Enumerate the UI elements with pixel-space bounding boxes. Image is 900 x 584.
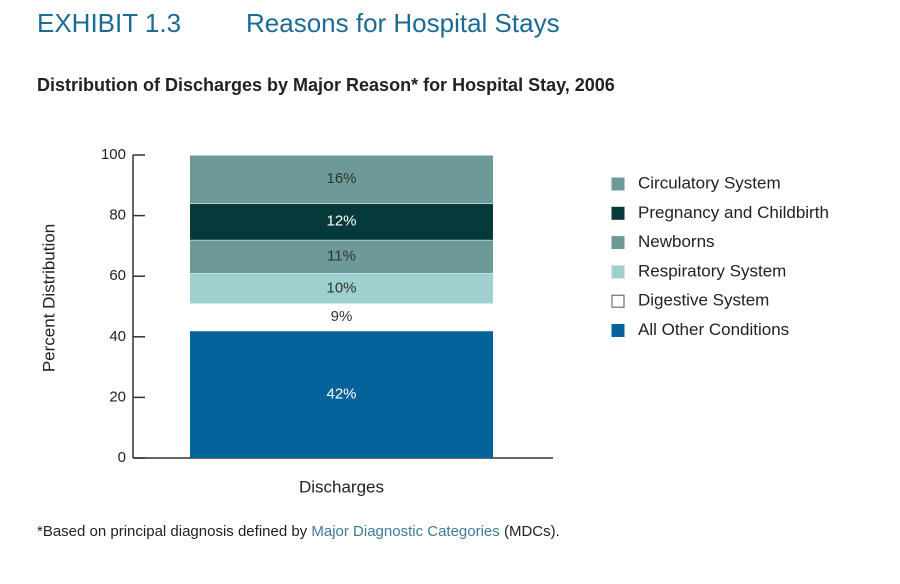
y-tick-label: 40 — [109, 328, 126, 345]
footnote-text: (MDCs). — [500, 523, 560, 540]
bar-segment — [190, 155, 493, 204]
legend-label: Circulatory System — [638, 173, 781, 192]
bar-segment — [190, 239, 493, 274]
legend-swatch — [611, 324, 625, 337]
legend-label: Newborns — [638, 232, 715, 251]
legend-label: Respiratory System — [638, 261, 786, 280]
y-tick-label: 60 — [109, 267, 126, 284]
legend-swatch — [611, 294, 625, 308]
value-label: 9% — [331, 308, 353, 325]
footnote-link[interactable]: Major Diagnostic Categories — [311, 523, 499, 540]
legend-label: Pregnancy and Childbirth — [638, 203, 829, 222]
bar-segment — [190, 330, 493, 458]
x-tick-label: Discharges — [299, 477, 384, 496]
legend-swatch — [611, 177, 625, 191]
exhibit-number: EXHIBIT 1.3 — [37, 8, 181, 38]
y-tick-label: 0 — [118, 449, 126, 466]
legend-label: All Other Conditions — [638, 320, 789, 339]
legend-swatch — [611, 265, 625, 279]
bar-segment — [190, 303, 493, 331]
value-label: 12% — [326, 213, 356, 230]
value-label: 42% — [326, 385, 356, 402]
legend-label: Digestive System — [638, 291, 769, 310]
chart-title: Reasons for Hospital Stays — [246, 8, 560, 38]
y-tick-label: 80 — [109, 207, 126, 224]
y-tick-label: 20 — [109, 388, 126, 405]
footnote-text: *Based on principal diagnosis defined by — [37, 523, 311, 540]
bar-segment — [190, 273, 493, 304]
legend-swatch — [611, 236, 625, 250]
value-label: 16% — [326, 170, 356, 187]
y-axis-label: Percent Distribution — [39, 224, 58, 372]
value-label: 10% — [326, 279, 356, 296]
value-label: 11% — [327, 247, 356, 264]
y-tick-label: 100 — [101, 146, 126, 163]
footnote: *Based on principal diagnosis defined by… — [37, 523, 560, 540]
legend-swatch — [611, 206, 625, 220]
bar-segment — [190, 203, 493, 240]
chart-subtitle: Distribution of Discharges by Major Reas… — [37, 75, 615, 95]
